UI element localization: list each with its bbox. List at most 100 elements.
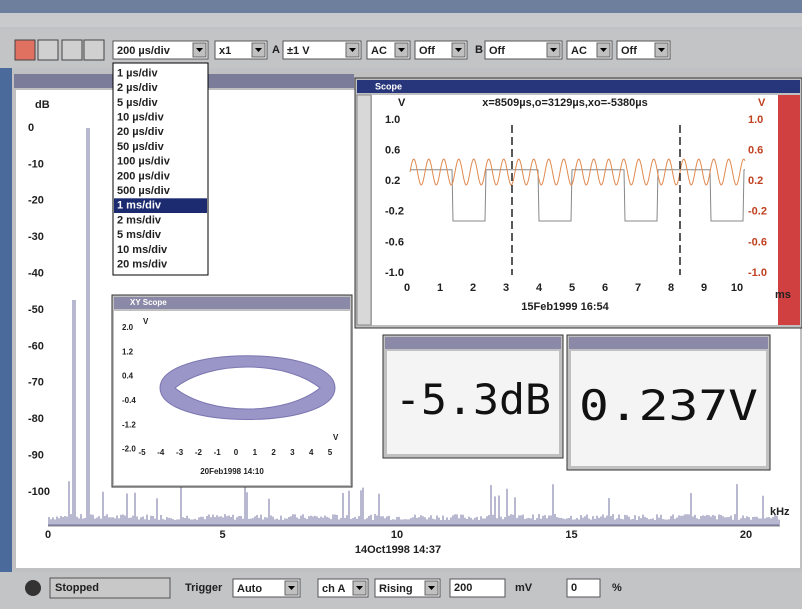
x-tick-label: 1	[253, 448, 258, 457]
x-unit: ms	[775, 289, 791, 301]
tool-button[interactable]	[84, 40, 104, 60]
combo-text: 200 µs/div	[117, 45, 171, 57]
y-tick-label: -50	[28, 304, 44, 316]
dropdown-item[interactable]: 50 µs/div	[117, 141, 165, 153]
y2-tick-label: 0.2	[748, 175, 763, 187]
dropdown-item[interactable]: 2 µs/div	[117, 82, 158, 94]
cursor-readout: x=8509µs,o=3129µs,xo=-5380µs	[482, 97, 648, 109]
dropdown-item[interactable]: 5 µs/div	[117, 97, 158, 109]
meter-reading: -5.3dB	[395, 375, 551, 424]
dropdown-item[interactable]: 5 ms/div	[117, 229, 162, 241]
y-tick-label: -0.4	[122, 396, 136, 405]
y-tick-label: 0.6	[385, 145, 400, 157]
dropdown-item[interactable]: 20 ms/div	[117, 259, 168, 271]
y-tick-label: 1.0	[385, 114, 400, 126]
dropdown-item[interactable]: 100 µs/div	[117, 156, 171, 168]
dropdown-item[interactable]: 1 µs/div	[117, 67, 158, 79]
y2-tick-label: 1.0	[748, 114, 763, 126]
dropdown-item[interactable]: 500 µs/div	[117, 185, 171, 197]
x-tick-label: 5	[328, 448, 333, 457]
tool-button[interactable]	[15, 40, 35, 60]
x-tick-label: 6	[602, 282, 608, 294]
x-unit: V	[333, 433, 339, 442]
y-tick-label: -60	[28, 340, 44, 352]
dropdown-item[interactable]: 2 ms/div	[117, 214, 162, 226]
combo-text: Rising	[379, 583, 413, 595]
y-tick-label: -0.6	[385, 236, 404, 248]
label: Trigger	[185, 582, 223, 594]
y-unit: V	[398, 97, 406, 109]
dropdown-item[interactable]: 1 ms/div	[117, 200, 162, 212]
combo-text: Auto	[237, 583, 262, 595]
combo-text: Off	[489, 45, 505, 57]
y-tick-label: -100	[28, 486, 50, 498]
x-tick-label: 3	[290, 448, 295, 457]
x-tick-label: 5	[569, 282, 575, 294]
y2-tick-label: -1.0	[748, 267, 767, 279]
meter-reading: 0.237V	[579, 381, 758, 430]
dropdown-item[interactable]: 200 µs/div	[117, 170, 171, 182]
timestamp: 15Feb1999 16:54	[521, 301, 609, 313]
y-tick-label: -1.2	[122, 420, 136, 429]
combo-text: AC	[571, 45, 587, 57]
combo-text: x1	[219, 45, 231, 57]
dropdown-item[interactable]: 10 µs/div	[117, 112, 165, 124]
x-tick-label: 8	[668, 282, 674, 294]
scope-scrollbar	[357, 95, 371, 325]
dropdown-item[interactable]: 10 ms/div	[117, 244, 168, 256]
y-tick-label: -20	[28, 195, 44, 207]
x-tick-label: 9	[701, 282, 707, 294]
stop-icon[interactable]	[25, 580, 41, 596]
x-tick-label: -2	[195, 448, 203, 457]
y2-tick-label: -0.6	[748, 236, 767, 248]
y-tick-label: -90	[28, 450, 44, 462]
label: B	[475, 44, 483, 56]
combo-text: AC	[371, 45, 387, 57]
y-tick-label: 1.2	[122, 347, 134, 356]
y-unit: dB	[35, 99, 50, 111]
x-tick-label: 20	[740, 529, 752, 541]
x-tick-label: 4	[536, 282, 543, 294]
combo-text: Off	[419, 45, 435, 57]
x-unit: kHz	[770, 506, 790, 518]
y-tick-label: -30	[28, 231, 44, 243]
y-tick-label: 0	[28, 122, 34, 134]
dropdown-item[interactable]: 20 µs/div	[117, 126, 165, 138]
tool-button[interactable]	[62, 40, 82, 60]
left-edge	[0, 68, 12, 573]
label: %	[612, 582, 622, 594]
field-text: 200	[454, 582, 472, 594]
x-tick-label: 10	[391, 529, 403, 541]
app-title-bar	[0, 0, 802, 13]
tool-button[interactable]	[38, 40, 58, 60]
y-tick-label: -70	[28, 377, 44, 389]
x-tick-label: 4	[309, 448, 314, 457]
x-tick-label: 0	[45, 529, 51, 541]
field-text: 0	[571, 582, 577, 594]
y-tick-label: -80	[28, 413, 44, 425]
x-tick-label: 2	[271, 448, 276, 457]
screen: 200 µs/divx1A±1 VACOffBOffACOffdB0-10-20…	[0, 0, 802, 609]
x-tick-label: -4	[157, 448, 165, 457]
timestamp: 20Feb1998 14:10	[200, 467, 264, 476]
y-tick-label: -0.2	[385, 206, 404, 218]
x-tick-label: -1	[214, 448, 222, 457]
page: 200 µs/divx1A±1 VACOffBOffACOffdB0-10-20…	[0, 0, 802, 609]
x-tick-label: 15	[565, 529, 577, 541]
window-title: XY Scope	[130, 298, 167, 307]
x-tick-label: 2	[470, 282, 476, 294]
x-tick-label: 0	[404, 282, 410, 294]
x-tick-label: -3	[176, 448, 184, 457]
x-tick-label: 7	[635, 282, 641, 294]
y-unit: V	[758, 97, 766, 109]
label: mV	[515, 582, 533, 594]
meter-title-bar	[569, 337, 768, 349]
y-tick-label: -40	[28, 268, 44, 280]
y2-tick-label: -0.2	[748, 206, 767, 218]
x-tick-label: 10	[731, 282, 743, 294]
x-tick-label: 5	[219, 529, 225, 541]
combo-text: Off	[621, 45, 637, 57]
meter-title-bar	[385, 337, 561, 349]
label: A	[272, 44, 280, 56]
combo-text: ±1 V	[287, 45, 310, 57]
